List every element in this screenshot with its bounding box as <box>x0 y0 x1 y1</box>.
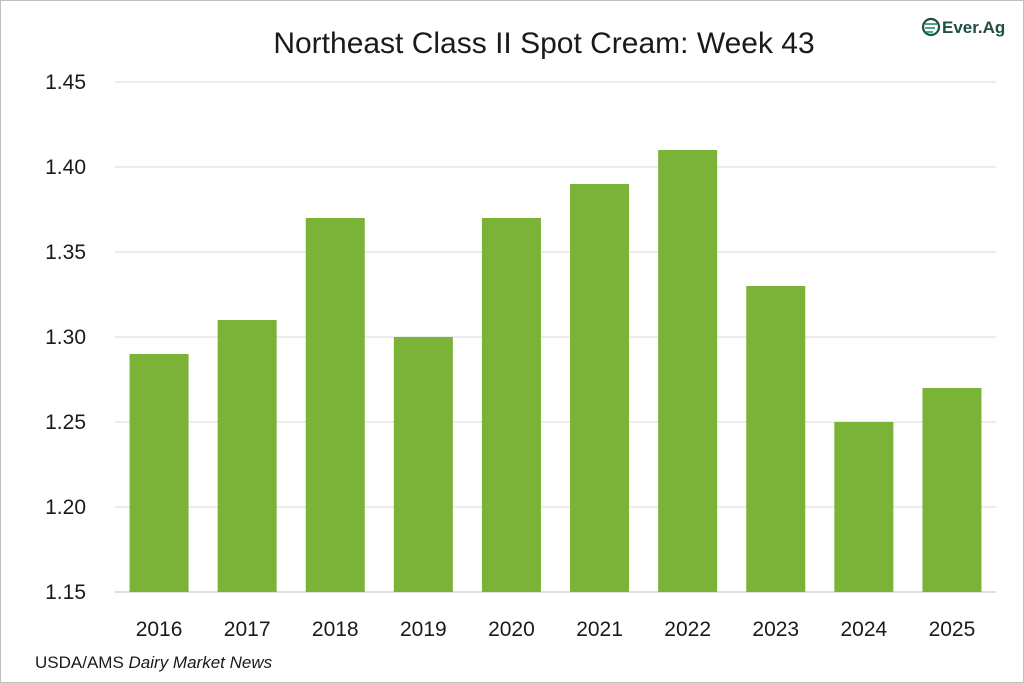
bar-2017 <box>217 320 277 592</box>
x-tick-label: 2020 <box>488 618 535 641</box>
x-tick-label: 2023 <box>752 618 799 641</box>
bar-2024 <box>834 422 894 592</box>
bar-2018 <box>305 218 365 592</box>
bar-2022 <box>658 150 718 592</box>
y-tick-label: 1.40 <box>45 156 86 179</box>
x-tick-label: 2025 <box>929 618 976 641</box>
y-tick-label: 1.20 <box>45 496 86 519</box>
x-tick-label: 2016 <box>136 618 183 641</box>
chart-title: Northeast Class II Spot Cream: Week 43 <box>273 27 814 60</box>
bar-2020 <box>481 218 541 592</box>
bar-2021 <box>570 184 630 592</box>
x-tick-label: 2019 <box>400 618 447 641</box>
x-tick-label: 2022 <box>664 618 711 641</box>
bar-2025 <box>922 388 982 592</box>
x-tick-label: 2017 <box>224 618 271 641</box>
x-axis-tick-labels: 2016 2017 2018 2019 2020 2021 2022 2023 2024 2025 <box>136 618 976 641</box>
source-prefix: USDA/AMS <box>35 653 129 672</box>
source-publication: Dairy Market News <box>129 653 273 672</box>
x-tick-label: 2021 <box>576 618 623 641</box>
y-axis-tick-labels: 1.15 1.20 1.25 1.30 1.35 1.40 1.45 <box>45 71 86 604</box>
source-note: USDA/AMS Dairy Market News <box>35 653 273 672</box>
bar-2023 <box>746 286 806 592</box>
x-tick-label: 2024 <box>840 618 887 641</box>
y-tick-label: 1.45 <box>45 71 86 94</box>
bar-2016 <box>129 354 189 592</box>
ever-ag-logo-icon <box>921 17 941 37</box>
y-tick-label: 1.25 <box>45 411 86 434</box>
bar-2019 <box>393 337 453 592</box>
y-tick-label: 1.35 <box>45 241 86 264</box>
logo-text: Ever.Ag <box>942 18 1005 37</box>
x-tick-label: 2018 <box>312 618 359 641</box>
bars <box>129 150 982 592</box>
y-tick-label: 1.30 <box>45 326 86 349</box>
logo: Ever.Ag <box>921 17 1005 37</box>
y-tick-label: 1.15 <box>45 581 86 604</box>
